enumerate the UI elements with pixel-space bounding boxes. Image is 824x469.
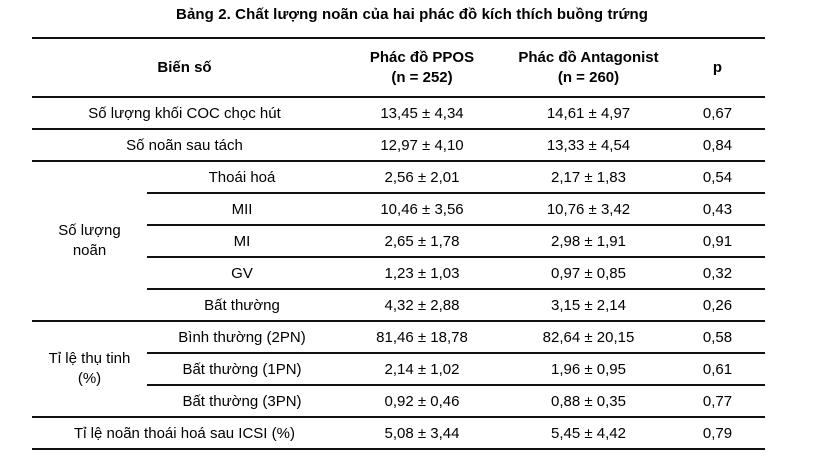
table-row: Tỉ lệ thụ tinh (%) Bình thường (2PN) 81,… xyxy=(32,321,765,418)
row-sublabel-cell: GV xyxy=(147,257,337,290)
p-value-cell: 0,79 xyxy=(670,417,765,450)
row-sublabel-cell: Bất thường (3PN) xyxy=(147,385,337,418)
table-row: Bất thường 4,32 ± 2,88 3,15 ± 2,14 0,26 xyxy=(32,289,765,322)
p-value-cell: 0,77 xyxy=(670,385,765,418)
antagonist-value-cell: 5,45 ± 4,42 xyxy=(507,417,670,450)
antagonist-value-cell: 0,97 ± 0,85 xyxy=(507,257,670,290)
p-value-cell: 0,54 xyxy=(670,161,765,194)
group-fert-line1: Tỉ lệ thụ tinh xyxy=(48,350,131,367)
table-header-row: Biến số Phác đồ PPOS (n = 252) Phác đồ A… xyxy=(32,37,765,98)
table-row: Số noãn sau tách 12,97 ± 4,10 13,33 ± 4,… xyxy=(32,129,765,162)
ppos-value-cell: 4,32 ± 2,88 xyxy=(337,289,507,322)
group-label-cell: Tỉ lệ thụ tinh (%) xyxy=(32,321,147,418)
header-ppos-n: (n = 252) xyxy=(391,68,453,86)
row-sublabel-cell: Bất thường (1PN) xyxy=(147,353,337,386)
antagonist-value-cell: 14,61 ± 4,97 xyxy=(507,97,670,130)
group-label-cell: Số lượng noãn xyxy=(32,161,147,322)
row-label-cell: Số lượng khối COC chọc hút xyxy=(32,97,337,130)
table-row: Số lượng noãn Thoái hoá 2,56 ± 2,01 2,17… xyxy=(32,161,765,322)
group-fert-line2: (%) xyxy=(77,370,102,387)
ppos-value-cell: 10,46 ± 3,56 xyxy=(337,193,507,226)
antagonist-value-cell: 3,15 ± 2,14 xyxy=(507,289,670,322)
header-antagonist: Phác đồ Antagonist (n = 260) xyxy=(507,37,670,98)
p-value-cell: 0,84 xyxy=(670,129,765,162)
antagonist-value-cell: 0,88 ± 0,35 xyxy=(507,385,670,418)
ppos-value-cell: 0,92 ± 0,46 xyxy=(337,385,507,418)
antagonist-value-cell: 1,96 ± 0,95 xyxy=(507,353,670,386)
row-sublabel-cell: Bất thường xyxy=(147,289,337,322)
ppos-value-cell: 81,46 ± 18,78 xyxy=(337,321,507,354)
ppos-value-cell: 2,65 ± 1,78 xyxy=(337,225,507,258)
p-value-cell: 0,67 xyxy=(670,97,765,130)
p-value-cell: 0,43 xyxy=(670,193,765,226)
group-oocyte-line2: noãn xyxy=(72,242,107,259)
row-sublabel-cell: MI xyxy=(147,225,337,258)
row-sublabel-cell: Thoái hoá xyxy=(147,161,337,194)
table-row: Số lượng khối COC chọc hút 13,45 ± 4,34 … xyxy=(32,97,765,130)
header-antagonist-name: Phác đồ Antagonist xyxy=(518,48,659,66)
antagonist-value-cell: 82,64 ± 20,15 xyxy=(507,321,670,354)
row-label-cell: Tỉ lệ noãn thoái hoá sau ICSI (%) xyxy=(32,417,337,450)
p-value-cell: 0,58 xyxy=(670,321,765,354)
group-oocyte-line1: Số lượng xyxy=(58,222,121,239)
table-caption: Bảng 2. Chất lượng noãn của hai phác đồ … xyxy=(176,6,648,23)
table-row: Bất thường (1PN) 2,14 ± 1,02 1,96 ± 0,95… xyxy=(32,353,765,386)
ppos-value-cell: 13,45 ± 4,34 xyxy=(337,97,507,130)
header-p: p xyxy=(670,37,765,98)
row-sublabel-cell: MII xyxy=(147,193,337,226)
antagonist-value-cell: 13,33 ± 4,54 xyxy=(507,129,670,162)
antagonist-value-cell: 10,76 ± 3,42 xyxy=(507,193,670,226)
table-row: MII 10,46 ± 3,56 10,76 ± 3,42 0,43 xyxy=(32,193,765,226)
p-value-cell: 0,32 xyxy=(670,257,765,290)
table-row: GV 1,23 ± 1,03 0,97 ± 0,85 0,32 xyxy=(32,257,765,290)
ppos-value-cell: 5,08 ± 3,44 xyxy=(337,417,507,450)
table-row: Bất thường (3PN) 0,92 ± 0,46 0,88 ± 0,35… xyxy=(32,385,765,418)
ppos-value-cell: 2,56 ± 2,01 xyxy=(337,161,507,194)
antagonist-value-cell: 2,17 ± 1,83 xyxy=(507,161,670,194)
table-row: MI 2,65 ± 1,78 2,98 ± 1,91 0,91 xyxy=(32,225,765,258)
header-ppos-name: Phác đồ PPOS xyxy=(369,48,475,66)
ppos-value-cell: 2,14 ± 1,02 xyxy=(337,353,507,386)
p-value-cell: 0,91 xyxy=(670,225,765,258)
header-antagonist-n: (n = 260) xyxy=(557,68,620,86)
table-row: Tỉ lệ noãn thoái hoá sau ICSI (%) 5,08 ±… xyxy=(32,417,765,450)
p-value-cell: 0,61 xyxy=(670,353,765,386)
antagonist-value-cell: 2,98 ± 1,91 xyxy=(507,225,670,258)
row-label-cell: Số noãn sau tách xyxy=(32,129,337,162)
header-ppos: Phác đồ PPOS (n = 252) xyxy=(337,37,507,98)
row-sublabel-cell: Bình thường (2PN) xyxy=(147,321,337,354)
header-variable: Biến số xyxy=(32,37,337,98)
ppos-value-cell: 12,97 ± 4,10 xyxy=(337,129,507,162)
ppos-value-cell: 1,23 ± 1,03 xyxy=(337,257,507,290)
p-value-cell: 0,26 xyxy=(670,289,765,322)
data-table: Biến số Phác đồ PPOS (n = 252) Phác đồ A… xyxy=(32,37,765,450)
